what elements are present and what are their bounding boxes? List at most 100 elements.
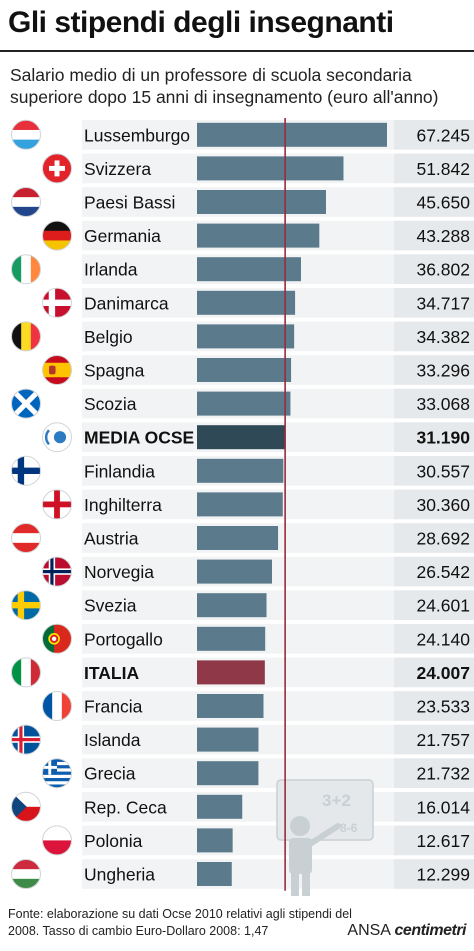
bar: [197, 391, 291, 416]
value-label: 12.299: [416, 865, 470, 885]
poland-flag-icon: [42, 825, 72, 855]
bar: [197, 526, 279, 550]
bar-chart: 3+2 8-6 Lussemburgo 67.245 Svizzera 51.842 Pae…: [11, 118, 474, 896]
value-label: 16.014: [416, 797, 470, 817]
flag-outline: [11, 187, 41, 217]
category-label: Inghilterra: [84, 495, 162, 515]
germany-flag-icon: [42, 221, 72, 251]
value-box: [394, 657, 474, 688]
bar: [197, 425, 286, 450]
category-label: Scozia: [84, 394, 137, 414]
value-box: [394, 153, 474, 184]
blackboard-text: 8-6: [340, 821, 358, 835]
finland-flag-icon: [11, 456, 41, 486]
bar: [197, 694, 264, 718]
value-label: 51.842: [416, 159, 470, 179]
value-label: 33.068: [416, 394, 470, 414]
blackboard-text: 3+2: [322, 791, 351, 810]
flag-outline: [11, 657, 41, 688]
credit: ANSA centimetri: [347, 922, 466, 940]
value-box: [394, 691, 474, 721]
category-label: Islanda: [84, 730, 141, 750]
england-flag-icon: [42, 489, 72, 519]
italy-flag-icon: [11, 657, 41, 687]
bar: [197, 156, 344, 181]
ireland-flag-icon: [11, 254, 41, 284]
teacher-body: [289, 838, 312, 874]
value-box: [394, 792, 474, 822]
bar: [197, 324, 295, 349]
value-box: [394, 489, 474, 520]
bar: [197, 559, 272, 584]
france-flag-icon: [42, 691, 72, 721]
value-label: 34.382: [416, 327, 470, 347]
chart-subtitle: Salario medio di un professore di scuola…: [10, 65, 439, 107]
value-box: [394, 523, 474, 553]
category-label: MEDIA OCSE: [84, 428, 194, 448]
spain-flag-icon: [42, 355, 72, 385]
credit-brand: centimetri: [394, 922, 467, 939]
netherlands-flag-icon: [11, 187, 41, 217]
value-label: 23.533: [416, 697, 470, 717]
category-label: Paesi Bassi: [84, 193, 175, 213]
flag-outline: [42, 623, 72, 654]
greece-flag-icon: [42, 758, 72, 788]
value-box: [394, 624, 474, 654]
czech-flag-icon: [11, 792, 41, 822]
category-label: Polonia: [84, 831, 143, 851]
flag-outline: [42, 422, 72, 453]
category-label: Grecia: [84, 764, 136, 784]
value-label: 67.245: [416, 125, 470, 145]
flag-outline: [42, 825, 72, 856]
value-label: 31.190: [416, 428, 470, 448]
bar: [197, 660, 265, 685]
value-box: [394, 220, 474, 251]
teacher-leg: [291, 870, 299, 896]
austria-flag-icon: [11, 523, 41, 553]
flag-outline: [42, 220, 72, 251]
value-box: [394, 120, 474, 150]
hungary-flag-icon: [11, 859, 41, 889]
flag-outline: [11, 119, 41, 150]
flag-outline: [42, 287, 72, 318]
value-box: [394, 355, 474, 385]
value-label: 24.007: [416, 663, 470, 683]
bar: [197, 257, 301, 282]
flag-outline: [42, 691, 72, 721]
value-box: [394, 187, 474, 217]
teacher-leg: [302, 870, 310, 896]
portugal-flag-icon: [42, 624, 72, 654]
value-label: 24.601: [416, 596, 470, 616]
value-label: 28.692: [416, 529, 470, 549]
bar: [197, 290, 296, 315]
belgium-flag-icon: [11, 321, 41, 351]
bar: [197, 828, 233, 853]
category-label: Irlanda: [84, 260, 138, 280]
value-label: 45.650: [416, 193, 470, 213]
category-label: Ungheria: [84, 865, 155, 885]
category-label: Finlandia: [84, 461, 155, 481]
bar: [197, 223, 320, 248]
flag-outline: [42, 556, 72, 587]
chart-title: Gli stipendi degli insegnanti: [8, 6, 394, 39]
value-label: 36.802: [416, 260, 470, 280]
credit-prefix: ANSA: [347, 922, 391, 939]
value-label: 34.717: [416, 293, 470, 313]
value-box: [394, 288, 474, 318]
category-label: Danimarca: [84, 293, 169, 313]
teacher-arm: [307, 823, 341, 847]
bar: [197, 794, 243, 819]
flag-outline: [11, 724, 41, 755]
value-box: [394, 825, 474, 856]
bar: [197, 492, 283, 517]
flag-outline: [42, 355, 72, 385]
flag-outline: [11, 859, 41, 889]
value-box: [394, 456, 474, 486]
value-label: 21.732: [416, 764, 470, 784]
value-box: [394, 758, 474, 788]
source-note: Fonte: elaborazione su dati Ocse 2010 re…: [8, 907, 352, 938]
value-label: 30.360: [416, 495, 470, 515]
switzerland-flag-icon: [42, 153, 72, 183]
bar: [197, 761, 259, 786]
category-label: Svizzera: [84, 159, 151, 179]
